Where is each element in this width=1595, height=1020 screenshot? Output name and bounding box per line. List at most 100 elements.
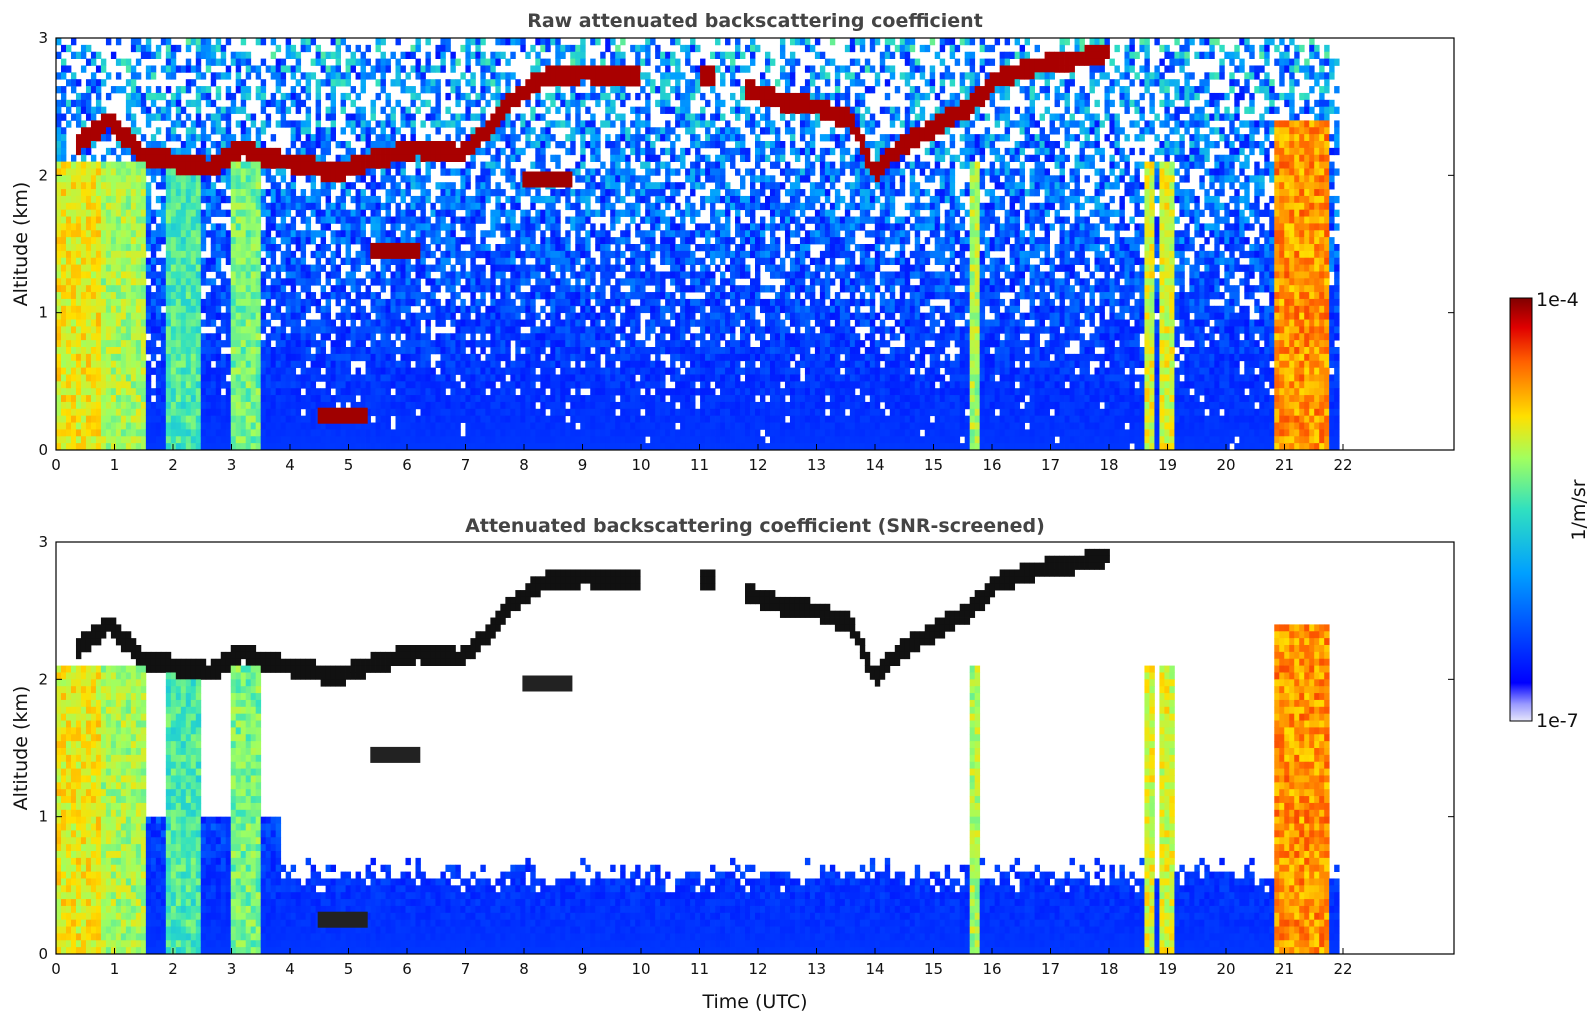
heatmap-cell bbox=[395, 401, 401, 410]
heatmap-cell bbox=[370, 360, 376, 368]
heatmap-cell bbox=[350, 388, 356, 396]
heatmap-cell bbox=[400, 209, 406, 217]
heatmap-cell bbox=[280, 408, 287, 417]
heatmap-cell bbox=[140, 175, 147, 183]
heatmap-cell bbox=[480, 298, 486, 307]
heatmap-cell bbox=[95, 278, 102, 286]
heatmap-cell bbox=[245, 436, 252, 444]
heatmap-cell bbox=[225, 278, 232, 286]
heatmap-cell bbox=[95, 161, 102, 169]
heatmap-cell bbox=[445, 92, 451, 101]
heatmap-cell bbox=[195, 223, 202, 231]
heatmap-cell bbox=[490, 353, 496, 362]
heatmap-cell bbox=[540, 326, 546, 334]
heatmap-cell bbox=[400, 319, 406, 327]
heatmap-cell bbox=[220, 278, 227, 286]
heatmap-cell bbox=[115, 278, 122, 286]
heatmap-cell bbox=[205, 353, 212, 362]
heatmap-cell bbox=[125, 360, 132, 368]
heatmap-cell bbox=[240, 99, 247, 108]
heatmap-cell bbox=[380, 141, 386, 149]
heatmap-cell bbox=[395, 395, 401, 403]
heatmap-cell bbox=[310, 58, 317, 66]
heatmap-cell bbox=[440, 305, 446, 314]
heatmap-cell bbox=[455, 367, 461, 375]
heatmap-cell bbox=[420, 223, 426, 231]
heatmap-cell bbox=[385, 264, 391, 272]
heatmap-cell bbox=[450, 360, 456, 368]
heatmap-cell bbox=[185, 395, 192, 403]
heatmap-cell bbox=[380, 38, 386, 46]
heatmap-cell bbox=[380, 147, 386, 156]
heatmap-cell bbox=[445, 340, 451, 348]
heatmap-cell bbox=[320, 147, 327, 156]
heatmap-cell bbox=[360, 209, 366, 217]
heatmap-cell bbox=[405, 147, 411, 156]
heatmap-cell bbox=[460, 333, 466, 341]
heatmap-cell bbox=[200, 44, 207, 53]
heatmap-cell bbox=[190, 209, 197, 217]
heatmap-cell bbox=[75, 395, 82, 403]
heatmap-cell bbox=[360, 436, 366, 444]
heatmap-cell bbox=[240, 175, 247, 183]
heatmap-cell bbox=[56, 51, 62, 59]
heatmap-cell bbox=[305, 86, 312, 94]
heatmap-cell bbox=[70, 381, 77, 389]
heatmap-cell bbox=[105, 195, 112, 204]
heatmap-cell bbox=[160, 182, 167, 190]
heatmap-cell bbox=[295, 127, 302, 135]
heatmap-cell bbox=[500, 147, 506, 156]
heatmap-cell bbox=[120, 271, 127, 279]
heatmap-cell bbox=[265, 333, 272, 341]
heatmap-cell bbox=[135, 230, 142, 238]
heatmap-cell bbox=[365, 168, 371, 176]
heatmap-cell bbox=[465, 141, 471, 149]
heatmap-cell bbox=[465, 374, 471, 382]
heatmap-cell bbox=[400, 230, 406, 238]
heatmap-cell bbox=[490, 154, 496, 162]
heatmap-cell bbox=[400, 395, 406, 403]
heatmap-cell bbox=[485, 360, 491, 368]
heatmap-cell bbox=[295, 244, 302, 252]
heatmap-cell bbox=[380, 127, 386, 135]
heatmap-cell bbox=[465, 250, 471, 259]
heatmap-cell bbox=[180, 271, 187, 279]
heatmap-cell bbox=[510, 127, 516, 135]
heatmap-cell bbox=[460, 264, 466, 272]
heatmap-cell bbox=[140, 360, 147, 368]
heatmap-cell bbox=[525, 360, 531, 368]
heatmap-cell bbox=[465, 223, 471, 231]
heatmap-cell bbox=[440, 381, 446, 389]
heatmap-cell bbox=[210, 388, 217, 396]
heatmap-cell bbox=[250, 395, 257, 403]
heatmap-cell bbox=[100, 182, 107, 190]
heatmap-cell bbox=[480, 237, 486, 245]
heatmap-cell bbox=[215, 244, 222, 252]
heatmap-cell bbox=[100, 65, 107, 73]
heatmap-cell bbox=[430, 141, 436, 149]
heatmap-cell bbox=[240, 285, 247, 293]
heatmap-cell bbox=[315, 58, 322, 66]
heatmap-cell bbox=[145, 305, 152, 314]
heatmap-cell bbox=[60, 72, 67, 80]
heatmap-cell bbox=[410, 127, 416, 135]
heatmap-cell bbox=[500, 388, 506, 396]
heatmap-cell bbox=[410, 120, 416, 128]
heatmap-cell bbox=[235, 230, 242, 238]
heatmap-cell bbox=[65, 189, 72, 197]
heatmap-cell bbox=[395, 422, 401, 430]
heatmap-cell bbox=[485, 443, 491, 450]
heatmap-cell bbox=[125, 250, 132, 259]
heatmap-cell bbox=[445, 429, 451, 437]
heatmap-cell bbox=[225, 72, 232, 80]
heatmap-cell bbox=[490, 422, 496, 430]
heatmap-cell bbox=[535, 38, 541, 46]
heatmap-cell bbox=[480, 326, 486, 334]
heatmap-cell bbox=[200, 264, 207, 272]
heatmap-cell bbox=[460, 367, 466, 375]
heatmap-cell bbox=[525, 271, 531, 279]
heatmap-cell bbox=[145, 347, 152, 355]
heatmap-cell bbox=[210, 285, 217, 293]
heatmap-cell bbox=[295, 257, 302, 265]
heatmap-cell bbox=[60, 443, 67, 450]
